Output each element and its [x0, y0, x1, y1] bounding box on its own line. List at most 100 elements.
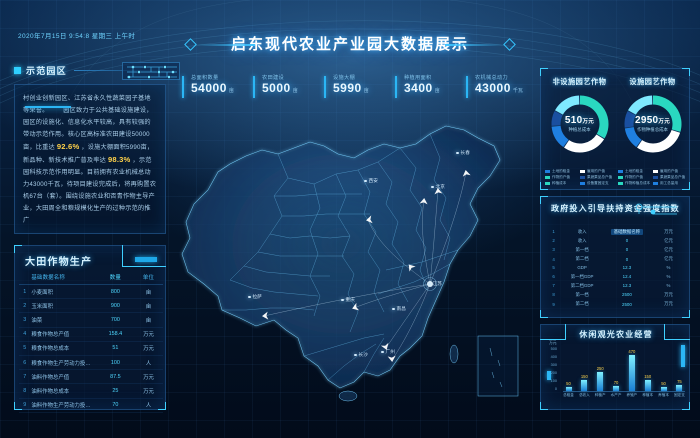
gov-cell-unit-7: 万元	[664, 291, 673, 297]
corner-icon	[682, 182, 690, 190]
panel-notch-left	[540, 324, 566, 340]
crop-cell-value-1: 900	[110, 302, 120, 309]
donut-value-1: 2950万元	[635, 115, 670, 126]
legend-label: 作物的户值	[625, 175, 643, 179]
gov-cell-index-6: 7	[552, 283, 555, 289]
bar-column-1[interactable]: 150	[579, 347, 590, 391]
crop-cell-index-7: 8	[23, 387, 27, 394]
legend-item-0-3[interactable]: 果蔬果品总户值	[580, 175, 613, 180]
table-row[interactable]: 9 第二档 2500 万元	[546, 300, 686, 309]
crop-cell-index-1: 2	[23, 302, 27, 309]
legend-item-0-1[interactable]: 雇用的户值	[580, 169, 613, 174]
table-row[interactable]: 8 第一档 2500 万元	[546, 290, 686, 299]
table-row[interactable]: 7 油料作物总产值 87.5 万元	[19, 370, 163, 384]
legend-item-0-4[interactable]: 种植成本	[545, 181, 578, 186]
table-row[interactable]: 7 第二档GDP 12.3%	[546, 281, 686, 290]
bar-chart-handle-left[interactable]	[547, 371, 551, 380]
donut-segment-1[interactable]	[563, 134, 604, 153]
table-row[interactable]: 9 油料作物生产劳动力投… 70 人	[19, 398, 163, 413]
donut-card-1: 设施园艺作物 2950万元 作物种植总成本	[616, 77, 689, 157]
donut-chart-1[interactable]: 2950万元 作物种植总成本	[620, 91, 686, 157]
donut-segment-4[interactable]	[627, 95, 653, 115]
map-city-label-8[interactable]: 江苏	[428, 281, 442, 287]
donut-segment-3[interactable]	[624, 111, 636, 128]
table-row[interactable]: 3 油菜 700 亩	[19, 313, 163, 328]
bar-rect-2[interactable]	[597, 372, 604, 391]
crop-col-value: 数量	[109, 275, 121, 281]
corner-icon	[540, 310, 548, 318]
legend-item-0-0[interactable]: 土地的租金	[545, 169, 578, 174]
table-row[interactable]: 5 GDP 12.3%	[546, 264, 686, 272]
legend-swatch	[618, 170, 623, 173]
table-row[interactable]: 8 油料作物总成本 25 万元	[19, 384, 163, 398]
legend-item-1-2[interactable]: 作物的户值	[618, 175, 651, 180]
bar-xlabel-6: 养殖本	[658, 393, 669, 397]
map-city-label-4[interactable]: 重庆	[341, 297, 355, 303]
donut-chart-0[interactable]: 510万元 种植总成本	[547, 91, 613, 157]
map-city-label-2[interactable]: 西安	[364, 178, 378, 184]
legend-item-1-1[interactable]: 雇用的户值	[653, 169, 686, 174]
leisure-agriculture-panel: 休闲观光农业经营 万元 500 400 300 200 100 0 50 150 250 70 4…	[540, 324, 690, 410]
donut-segment-2[interactable]	[551, 125, 569, 148]
table-row[interactable]: 2 玉米面积 900 亩	[19, 299, 163, 313]
table-row[interactable]: 5 粮食作物总成本 51 万元	[19, 341, 163, 356]
bar-rect-0[interactable]	[565, 387, 572, 391]
bar-chart-handle-right[interactable]	[681, 345, 685, 367]
map-city-label-5[interactable]: 南昌	[392, 306, 406, 312]
donut-segment-2[interactable]	[624, 126, 642, 148]
table-row[interactable]: 4 第二档 0 亿元	[546, 255, 686, 264]
demo-park-title: 示范园区	[26, 65, 67, 76]
bar-rect-1[interactable]	[581, 379, 588, 391]
map-city-label-1[interactable]: 北京	[431, 184, 445, 190]
bar-column-5[interactable]: 150	[642, 347, 653, 391]
table-row[interactable]: 1 收入 基础数据名称 万元	[546, 227, 686, 236]
crop-cell-name-6: 油料作物总产值	[31, 374, 70, 381]
table-row[interactable]: 6 粮食作物生产劳动力投… 100 人	[19, 355, 163, 370]
bar-rect-4[interactable]	[628, 355, 635, 391]
donut-segment-0[interactable]	[579, 95, 608, 139]
stat-label-1: 农田建设	[262, 75, 284, 81]
bar-column-3[interactable]: 70	[611, 347, 622, 391]
legend-swatch	[580, 170, 585, 173]
map-city-label-0[interactable]: 长春	[456, 150, 470, 156]
bar-column-7[interactable]: 75	[674, 347, 685, 391]
bar-column-4[interactable]: 470	[626, 347, 637, 391]
donut-segment-3[interactable]	[551, 111, 563, 126]
crop-cell-unit-2: 亩	[145, 317, 152, 324]
stat-unit-0: 亩	[228, 88, 234, 94]
demo-park-panel: 示范园区 村创业创新园区、江苏省永久性蔬菜园子基地等荣誉。 园区致力于公共基	[14, 62, 180, 237]
table-row[interactable]: 1 小麦面积 800 亩	[19, 285, 163, 299]
donut-center-1: 2950万元 作物种植总成本	[620, 91, 686, 157]
bar-rect-6[interactable]	[660, 387, 667, 391]
table-row[interactable]: 4 粮食作物总产值 158.4 万元	[19, 327, 163, 342]
stat-card-1: 农田建设 5000 亩	[253, 74, 324, 104]
legend-item-1-3[interactable]: 果蔬果品总户值	[653, 175, 686, 180]
map-city-label-6[interactable]: 长沙	[354, 352, 368, 358]
donut-segment-0[interactable]	[652, 95, 681, 132]
map-city-label-3[interactable]: 拉萨	[248, 294, 262, 300]
bar-column-6[interactable]: 50	[658, 347, 669, 391]
bar-rect-7[interactable]	[676, 385, 683, 391]
legend-item-0-2[interactable]: 作物的户值	[545, 175, 578, 180]
map-city-name: 江苏	[432, 281, 443, 286]
bar-rect-5[interactable]	[644, 379, 651, 391]
bar-column-2[interactable]: 250	[595, 347, 606, 391]
table-row[interactable]: 6 第一档GDP 12.4%	[546, 272, 686, 281]
table-row[interactable]: 2 收入 0 亿元	[546, 236, 686, 245]
legend-item-0-5[interactable]: 设备置固定支	[580, 181, 613, 186]
legend-item-1-4[interactable]: 作物种植总成本	[618, 181, 651, 186]
bar-column-0[interactable]: 50	[563, 347, 574, 391]
legend-item-1-5[interactable]: 用工总量用	[653, 181, 686, 186]
crop-cell-value-3: 158.4	[108, 331, 123, 338]
bar-series: 50 150 250 70 470 150 50 75	[563, 347, 685, 391]
donut-segment-1[interactable]	[636, 129, 680, 153]
legend-label: 种植成本	[552, 181, 567, 185]
donut-segment-4[interactable]	[554, 95, 580, 115]
bar-ytick-3: 200	[550, 371, 557, 375]
map-city-label-7[interactable]: 广州	[381, 349, 395, 355]
legend-item-1-0[interactable]: 土地的租金	[618, 169, 651, 174]
donut-value-unit-1: 万元	[658, 119, 671, 125]
panel-notch-decoration	[122, 245, 166, 267]
table-row[interactable]: 3 第一档 0 亿元	[546, 245, 686, 254]
bar-rect-3[interactable]	[613, 385, 620, 391]
